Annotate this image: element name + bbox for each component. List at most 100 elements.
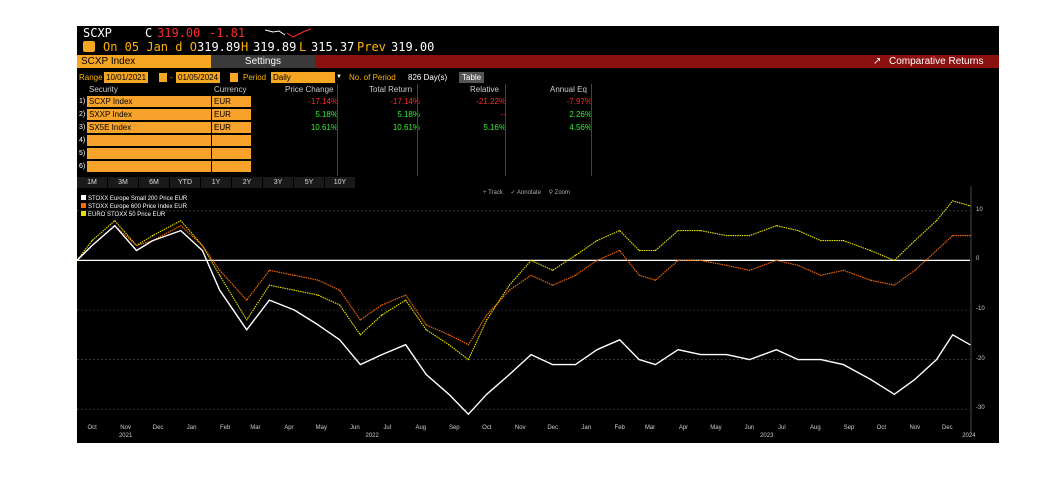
x-tick-label: Oct	[876, 425, 887, 431]
range-end-input[interactable]: 01/05/2024	[176, 72, 221, 83]
data-point	[700, 259, 702, 261]
data-point	[748, 235, 751, 237]
comparative-returns-chart[interactable]	[77, 186, 999, 443]
header-annual-eq: Annual Eq	[550, 85, 587, 94]
table-cell-security[interactable]: SXXP Index	[87, 109, 212, 120]
x-tick-label: Nov	[120, 425, 131, 431]
range-button-3m[interactable]: 3M	[108, 177, 139, 188]
data-point	[425, 329, 427, 331]
data-point	[467, 344, 469, 346]
range-button-1m[interactable]: 1M	[77, 177, 108, 188]
data-point	[619, 249, 621, 252]
alert-icon[interactable]	[83, 41, 95, 52]
period-select[interactable]: Daily	[271, 72, 335, 83]
data-point	[552, 364, 554, 366]
range-button-5y[interactable]: 5Y	[294, 177, 325, 188]
data-point	[638, 274, 640, 276]
x-tick-label: Feb	[219, 425, 231, 431]
range-button-1y[interactable]: 1Y	[201, 177, 232, 188]
x-tick-label: Aug	[415, 425, 427, 431]
data-point	[486, 393, 488, 395]
table-cell-currency[interactable]: EUR	[212, 109, 252, 120]
data-point	[359, 364, 361, 366]
high-value: 319.89	[253, 40, 297, 54]
table-cell-security[interactable]	[87, 161, 212, 172]
data-point	[508, 373, 510, 376]
y-tick-label: 10	[976, 206, 983, 213]
prev-label: Prev	[357, 40, 386, 54]
chart-toolbar: + Track ✓ Annotate ⚲ Zoom	[483, 189, 570, 198]
x-year-label: 2022	[365, 433, 379, 439]
range-button-2y[interactable]: 2Y	[232, 177, 263, 188]
data-point	[530, 354, 532, 356]
data-point	[552, 269, 554, 271]
data-point	[486, 319, 488, 321]
tab-security[interactable]: SCXP Index	[77, 55, 211, 68]
data-point	[726, 354, 728, 356]
data-point	[219, 289, 221, 291]
range-start-input[interactable]: 10/01/2021	[104, 72, 149, 83]
data-point	[677, 230, 679, 232]
table-cell-total-return	[340, 135, 422, 146]
legend-label: EURO STOXX 50 Price EUR	[88, 212, 166, 218]
chevron-down-icon[interactable]: ▼	[336, 74, 342, 80]
data-point	[486, 314, 488, 316]
table-cell-currency[interactable]	[212, 148, 252, 159]
table-cell-total-return: -17.14%	[390, 97, 420, 106]
legend-item: STOXX Europe 600 Price Index EUR	[81, 203, 187, 211]
data-point	[405, 294, 407, 296]
range-button-bar: 1M 3M 6M YTD 1Y 2Y 3Y 5Y 10Y	[77, 177, 377, 188]
low-label: L	[299, 40, 307, 54]
data-point	[638, 359, 640, 361]
range-button-6m[interactable]: 6M	[139, 177, 170, 188]
data-point	[726, 235, 728, 237]
data-point	[246, 299, 248, 301]
comparative-returns-icon[interactable]: ↗	[873, 56, 882, 67]
table-cell-currency[interactable]: EUR	[212, 96, 252, 107]
tab-settings[interactable]: Settings	[211, 55, 315, 68]
x-tick-label: Jun	[744, 425, 755, 431]
legend-swatch	[81, 211, 86, 216]
calendar-icon[interactable]	[230, 73, 238, 82]
table-cell-currency[interactable]	[212, 135, 252, 146]
table-cell-total-return: 10.61%	[392, 123, 420, 132]
table-cell-currency[interactable]	[212, 161, 252, 172]
table-cell-security[interactable]: SCXP Index	[87, 96, 212, 107]
range-button-10y[interactable]: 10Y	[325, 177, 356, 188]
annotate-tool[interactable]: ✓ Annotate	[510, 190, 541, 196]
data-point	[530, 274, 532, 276]
data-point	[935, 220, 938, 222]
x-tick-label: Jul	[778, 425, 786, 431]
data-point	[293, 289, 295, 291]
data-point	[339, 304, 341, 306]
range-button-3y[interactable]: 3Y	[263, 177, 294, 188]
data-point	[293, 309, 295, 311]
y-tick-label: -30	[976, 405, 985, 412]
table-button[interactable]: Table	[459, 72, 485, 83]
data-point	[268, 284, 270, 286]
data-point	[201, 244, 203, 247]
x-tick-label: Oct	[482, 425, 492, 431]
price-prefix: C	[145, 26, 153, 40]
zoom-tool[interactable]: ⚲ Zoom	[548, 190, 570, 196]
tab-bar: SCXP Index Settings ↗ Comparative Return…	[77, 55, 999, 68]
y-tick-label: -10	[976, 306, 985, 312]
table-cell-security[interactable]	[87, 148, 212, 159]
range-button-ytd[interactable]: YTD	[170, 177, 201, 188]
table-cell-currency[interactable]: EUR	[212, 122, 252, 133]
data-point	[797, 230, 799, 232]
table-cell-total-return	[340, 161, 422, 172]
table-cell-relative	[422, 135, 508, 146]
prev-value: 319.00	[391, 40, 435, 54]
calendar-icon[interactable]	[159, 73, 167, 82]
data-point	[574, 364, 576, 366]
table-cell-price-change	[252, 161, 340, 172]
header-total-return: Total Return	[369, 85, 413, 94]
track-tool[interactable]: + Track	[483, 190, 503, 196]
table-cell-security[interactable]: SX5E Index	[87, 122, 212, 133]
data-point	[654, 249, 657, 252]
table-cell-security[interactable]	[87, 135, 212, 146]
data-point	[619, 230, 621, 232]
data-point	[596, 240, 598, 242]
table-cell-total-return: 5.18%	[397, 110, 420, 119]
